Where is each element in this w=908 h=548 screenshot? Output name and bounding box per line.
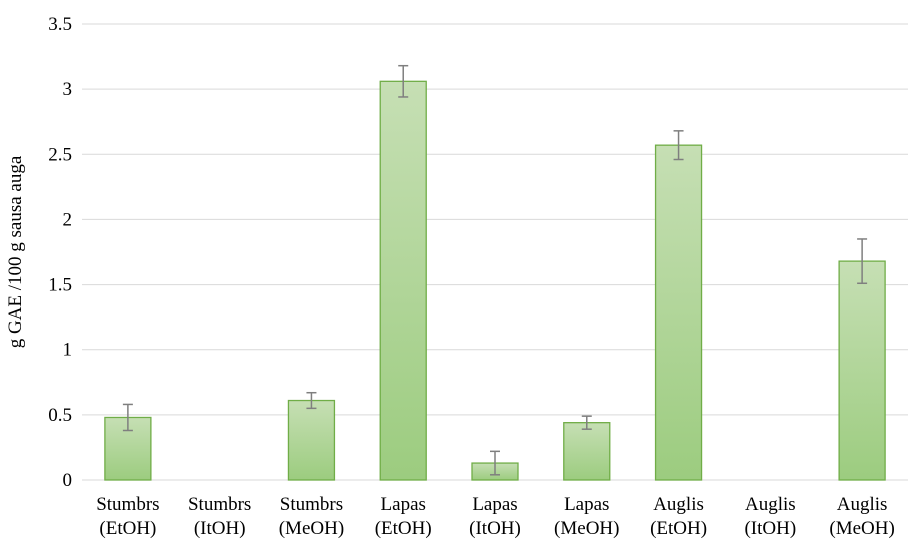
x-tick-label: Stumbrs (96, 494, 159, 515)
error-bar (581, 415, 592, 430)
x-tick-label: Lapas (381, 494, 426, 515)
x-tick-label: Stumbrs (280, 494, 343, 515)
error-bar (673, 130, 684, 161)
y-tick-label: 3.5 (48, 14, 72, 35)
x-tick-label: Lapas (472, 494, 517, 515)
x-tick-label: Auglis (837, 494, 888, 515)
bar (654, 144, 703, 481)
x-tick-label: Stumbrs (188, 494, 251, 515)
error-bar (857, 238, 868, 285)
y-tick-label: 1 (63, 340, 73, 361)
y-tick-label: 0.5 (48, 405, 72, 426)
x-tick-label: (ItOH) (469, 518, 521, 539)
y-tick-label: 2 (63, 209, 73, 230)
y-tick-label: 2.5 (48, 144, 72, 165)
error-bar (398, 64, 409, 98)
y-tick-label: 1.5 (48, 275, 72, 296)
y-tick-label: 3 (63, 79, 73, 100)
error-bar (490, 450, 500, 476)
x-tick-label: (EtOH) (650, 518, 707, 539)
y-tick-label: 0 (63, 470, 73, 491)
x-tick-label: (EtOH) (99, 518, 156, 539)
error-bar (122, 403, 133, 432)
x-tick-label: (EtOH) (375, 518, 432, 539)
bar (287, 399, 336, 481)
x-tick-label: Auglis (745, 494, 796, 515)
x-tick-label: Lapas (564, 494, 609, 515)
bar (379, 80, 427, 481)
bar (838, 260, 886, 481)
x-tick-label: (MeOH) (829, 518, 894, 539)
x-tick-label: (ItOH) (194, 518, 246, 539)
x-tick-label: (MeOH) (279, 518, 344, 539)
bar (563, 422, 611, 481)
y-axis-title: g GAE /100 g sausa auga (5, 155, 26, 348)
x-tick-label: (ItOH) (744, 518, 796, 539)
x-tick-label: Auglis (653, 494, 704, 515)
x-tick-label: (MeOH) (554, 518, 619, 539)
error-bar (306, 391, 317, 410)
